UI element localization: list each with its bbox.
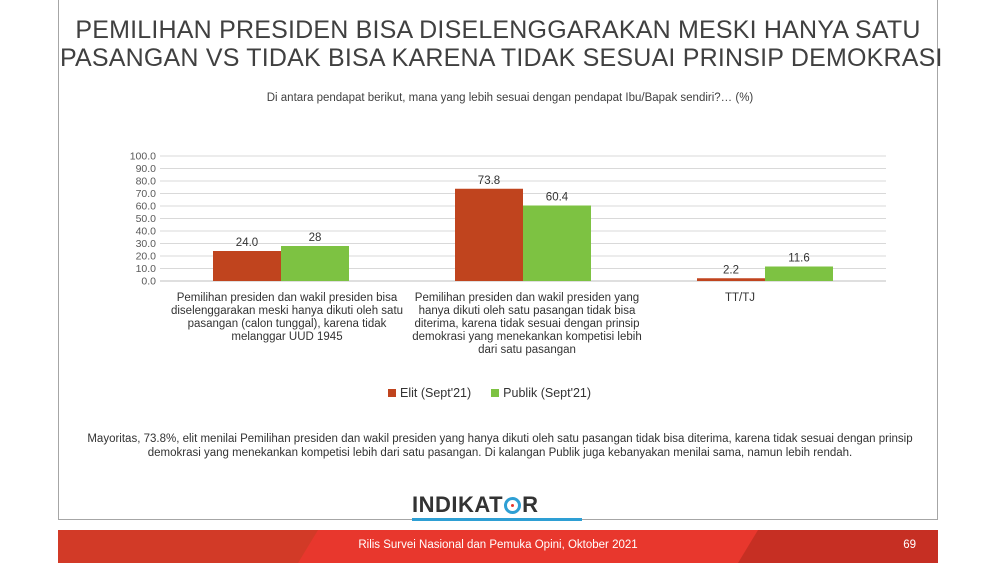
summary-note: Mayoritas, 73.8%, elit menilai Pemilihan… [87, 433, 913, 459]
y-tick-label: 90.0 [136, 163, 157, 175]
data-label-elit-2: 73.8 [478, 175, 500, 187]
bar-publik-1 [281, 246, 349, 281]
bar-publik-3 [765, 266, 833, 281]
chart-legend: Elit (Sept'21) Publik (Sept'21) [388, 386, 591, 400]
logo-text-part1: INDIKAT [412, 492, 504, 517]
category-label-1: Pemilihan presiden dan wakil presiden bi… [170, 292, 404, 343]
data-label-elit-1: 24.0 [236, 237, 258, 249]
y-tick-label: 100.0 [130, 151, 156, 163]
y-tick-label: 10.0 [136, 263, 157, 275]
bar-elit-3 [697, 278, 765, 281]
category-label-3: TT/TJ [724, 292, 756, 304]
indikator-logo: INDIKAT R [412, 492, 538, 518]
bar-elit-2 [455, 188, 523, 281]
legend-item-elit: Elit (Sept'21) [388, 386, 471, 400]
legend-item-publik: Publik (Sept'21) [491, 386, 591, 400]
page-number: 69 [903, 539, 916, 551]
footer-background [58, 530, 938, 563]
y-tick-label: 80.0 [136, 176, 157, 188]
chart-subtitle: Di antara pendapat berikut, mana yang le… [266, 92, 754, 104]
y-tick-label: 50.0 [136, 213, 157, 225]
logo-target-icon [504, 496, 522, 514]
bar-publik-2 [523, 205, 591, 281]
bar-elit-1 [213, 251, 281, 281]
title-line-1: PEMILIHAN PRESIDEN BISA DISELENGGARAKAN … [75, 16, 921, 44]
y-tick-label: 60.0 [136, 201, 157, 213]
footer-bar: Rilis Survei Nasional dan Pemuka Opini, … [58, 530, 938, 563]
y-tick-label: 30.0 [136, 238, 157, 250]
y-tick-label: 0.0 [141, 276, 156, 288]
data-label-elit-3: 2.2 [723, 264, 739, 276]
page-title: PEMILIHAN PRESIDEN BISA DISELENGGARAKAN … [60, 16, 943, 72]
legend-swatch-elit [388, 389, 396, 397]
legend-label-publik: Publik (Sept'21) [503, 386, 592, 400]
y-tick-label: 40.0 [136, 226, 157, 238]
y-tick-label: 20.0 [136, 251, 157, 263]
y-tick-label: 70.0 [136, 188, 157, 200]
data-label-publik-2: 60.4 [546, 192, 569, 204]
title-line-2: PASANGAN VS TIDAK BISA KARENA TIDAK SESU… [60, 44, 943, 72]
logo-underline [412, 518, 582, 521]
category-label-2: Pemilihan presiden dan wakil presiden ya… [412, 292, 642, 356]
legend-swatch-publik [491, 389, 500, 397]
legend-label-elit: Elit (Sept'21) [400, 386, 472, 400]
bar-chart: 100.090.080.070.060.050.040.030.020.010.… [130, 151, 886, 288]
footer-text: Rilis Survei Nasional dan Pemuka Opini, … [358, 539, 638, 551]
logo-text-part2: R [522, 492, 539, 517]
data-label-publik-1: 28 [309, 232, 322, 244]
data-label-publik-3: 11.6 [788, 253, 810, 265]
